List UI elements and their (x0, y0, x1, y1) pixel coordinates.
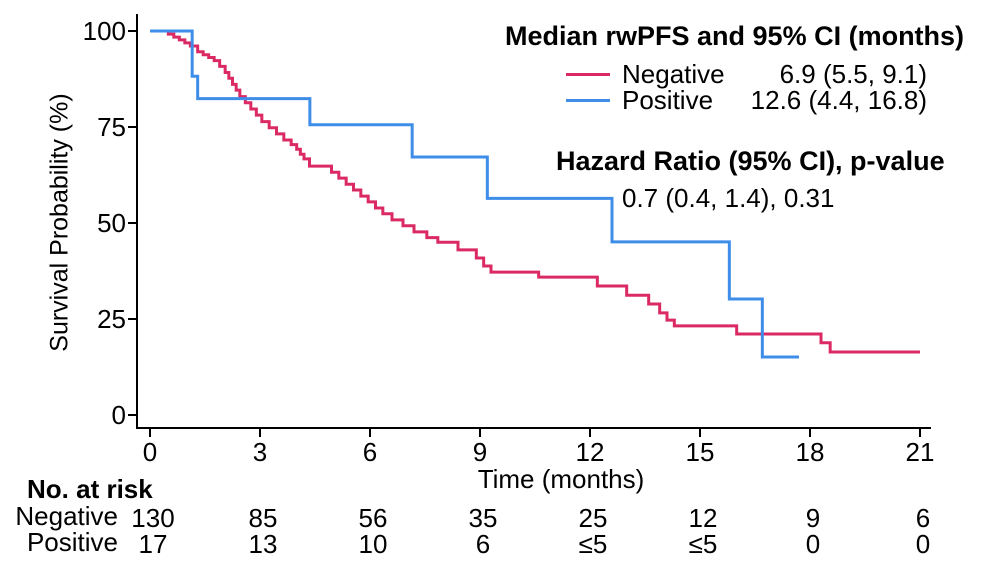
risk-count-positive-t9: 6 (475, 529, 491, 559)
x-tick-label-6: 6 (362, 437, 378, 467)
risk-row-label-positive: Positive (26, 527, 118, 557)
risk-count-positive-t18: 0 (805, 529, 821, 559)
x-tick-label-15: 15 (685, 437, 715, 467)
risk-count-negative-t18: 9 (805, 503, 821, 533)
risk-count-negative-t9: 35 (468, 503, 498, 533)
hazard-ratio-title: Hazard Ratio (95% CI), p-value (556, 146, 945, 176)
risk-count-positive-t6: 10 (358, 529, 388, 559)
risk-count-negative-t3: 85 (248, 503, 278, 533)
x-tick-label-3: 3 (252, 437, 268, 467)
risk-count-positive-t21: 0 (915, 529, 931, 559)
y-tick-label-75: 75 (97, 112, 126, 142)
positive-line-swatch (566, 99, 610, 102)
risk-count-negative-t12: 25 (578, 503, 608, 533)
x-tick-label-21: 21 (905, 437, 935, 467)
legend-label-negative: Negative (622, 59, 725, 89)
risk-count-negative-t15: 12 (688, 503, 718, 533)
risk-count-negative-t21: 6 (915, 503, 931, 533)
y-tick-label-0: 0 (111, 400, 126, 430)
risk-count-positive-t15: ≤5 (688, 529, 718, 559)
risk-count-negative-t0: 130 (131, 503, 175, 533)
x-tick-label-9: 9 (472, 437, 488, 467)
risk-row-label-negative: Negative (15, 501, 118, 531)
risk-count-positive-t0: 17 (138, 529, 168, 559)
risk-count-positive-t3: 13 (248, 529, 278, 559)
legend-value-positive: 12.6 (4.4, 16.8) (750, 85, 927, 115)
x-tick-label-0: 0 (142, 437, 158, 467)
positive-survival-curve (150, 29, 799, 359)
risk-table-title: No. at risk (27, 474, 153, 504)
legend-value-negative: 6.9 (5.5, 9.1) (779, 59, 927, 89)
negative-survival-curve (150, 29, 920, 354)
legend-title: Median rwPFS and 95% CI (months) (505, 21, 965, 51)
negative-line-swatch (566, 73, 610, 76)
y-tick-label-25: 25 (97, 304, 126, 334)
y-tick-label-50: 50 (97, 208, 126, 238)
x-axis-title: Time (months) (477, 464, 645, 494)
legend-label-positive: Positive (622, 85, 714, 115)
x-tick-label-18: 18 (795, 437, 825, 467)
y-tick-label-100: 100 (82, 16, 126, 46)
risk-count-negative-t6: 56 (358, 503, 388, 533)
risk-count-positive-t12: ≤5 (578, 529, 608, 559)
x-tick-label-12: 12 (575, 437, 605, 467)
hazard-ratio-value: 0.7 (0.4, 1.4), 0.31 (622, 183, 835, 213)
